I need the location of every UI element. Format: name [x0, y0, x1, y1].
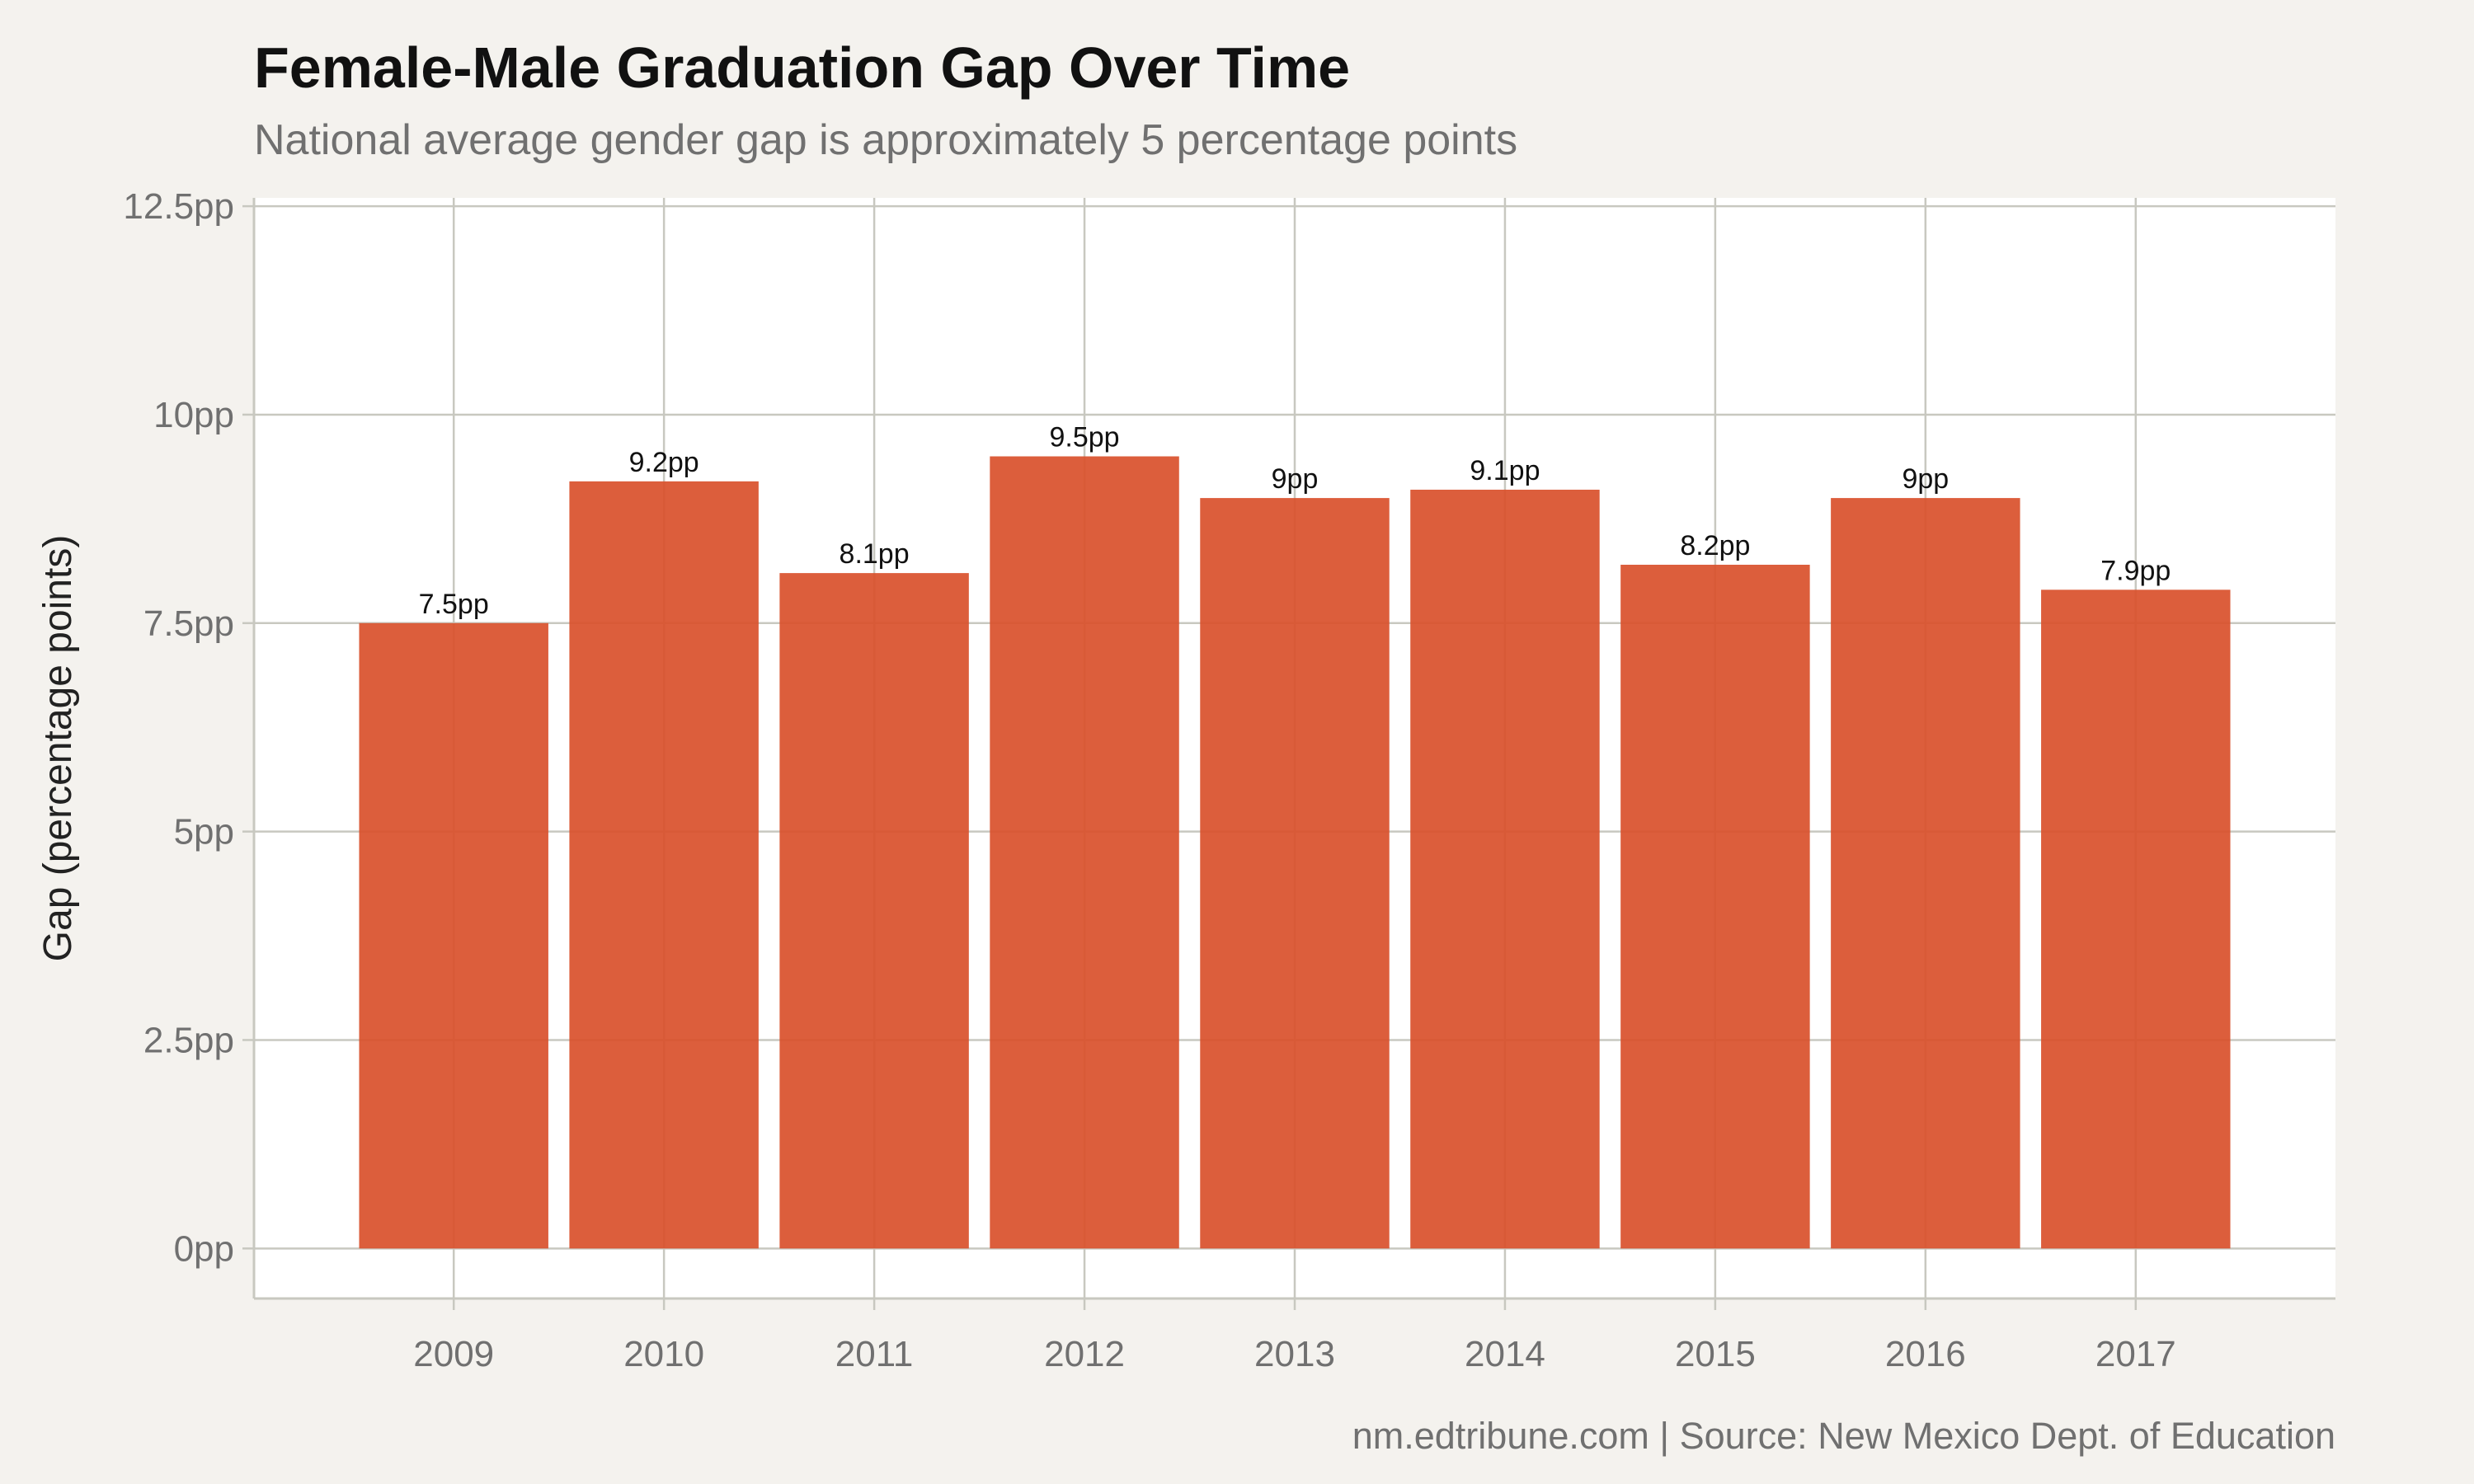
bar-2015 — [1620, 565, 1810, 1249]
y-tick-label: 2.5pp — [143, 1020, 234, 1060]
data-labels: 7.5pp 9.2pp 8.1pp 9.5pp 9pp 9.1pp 8.2pp 9pp 7.9p… — [419, 422, 2171, 620]
bar-2010 — [569, 481, 759, 1249]
y-tick-label: 7.5pp — [143, 603, 234, 644]
y-tick-label: 12.5pp — [123, 186, 234, 227]
axes: 0pp 2.5pp 5pp 7.5pp 10pp 12.5pp 2009 2010 2011 20… — [123, 186, 2335, 1374]
data-label: 9.5pp — [1050, 422, 1120, 453]
bar-2013 — [1200, 498, 1390, 1249]
chart-subtitle: National average gender gap is approxima… — [254, 116, 1518, 164]
bars — [359, 456, 2231, 1249]
bar-2011 — [779, 573, 969, 1249]
bar-2014 — [1410, 489, 1600, 1249]
chart-caption: nm.edtribune.com | Source: New Mexico De… — [1352, 1415, 2335, 1457]
data-label: 9pp — [1902, 463, 1949, 495]
data-label: 8.1pp — [840, 538, 910, 570]
bar-2012 — [990, 456, 1179, 1249]
data-label: 9pp — [1272, 463, 1319, 495]
chart-title: Female-Male Graduation Gap Over Time — [254, 35, 1351, 100]
bar-2009 — [359, 622, 548, 1249]
x-tick-label: 2016 — [1885, 1334, 1966, 1374]
x-tick-label: 2014 — [1465, 1334, 1545, 1374]
x-tick-label: 2011 — [835, 1334, 914, 1374]
x-tick-label: 2009 — [413, 1334, 494, 1374]
y-tick-label: 0pp — [174, 1228, 234, 1269]
y-axis-title: Gap (percentage points) — [36, 535, 80, 962]
x-tick-label: 2015 — [1675, 1334, 1756, 1374]
x-tick-label: 2012 — [1044, 1334, 1125, 1374]
x-tick-label: 2010 — [623, 1334, 704, 1374]
bar-2017 — [2041, 589, 2231, 1249]
data-label: 7.5pp — [419, 589, 489, 620]
y-tick-label: 5pp — [174, 812, 234, 852]
bar-2016 — [1831, 498, 2020, 1249]
x-tick-label: 2017 — [2095, 1334, 2176, 1374]
data-label: 7.9pp — [2100, 555, 2171, 586]
data-label: 9.2pp — [629, 447, 699, 478]
x-tick-label: 2013 — [1254, 1334, 1335, 1374]
y-tick-label: 10pp — [153, 395, 234, 435]
data-label: 8.2pp — [1680, 530, 1750, 561]
data-label: 9.1pp — [1470, 455, 1540, 486]
